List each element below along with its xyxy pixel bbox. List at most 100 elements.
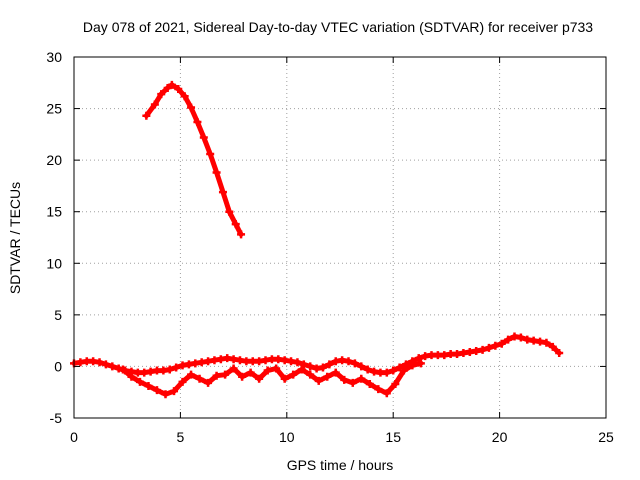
data-point xyxy=(238,372,247,381)
data-point xyxy=(180,92,189,101)
y-axis-label: SDTVAR / TECUs xyxy=(7,182,23,294)
y-tick-label: 30 xyxy=(46,49,62,65)
plot-frame xyxy=(73,56,607,419)
data-point xyxy=(504,335,513,344)
data-point xyxy=(555,349,564,358)
data-point xyxy=(229,364,238,373)
data-point xyxy=(314,376,323,385)
data-point xyxy=(289,370,298,379)
data-point xyxy=(95,358,104,367)
tick-labels: 0 5 10 15 20 25 -5 0 5 10 15 20 25 30 xyxy=(46,49,614,445)
x-tick-label: 15 xyxy=(385,429,401,445)
data-point xyxy=(193,117,202,126)
data-point xyxy=(280,374,289,383)
x-tick-label: 0 xyxy=(70,429,78,445)
data-point xyxy=(144,382,153,391)
data-point xyxy=(118,365,127,374)
data-point xyxy=(374,385,383,394)
data-point xyxy=(542,338,551,347)
data-point xyxy=(497,339,506,348)
data-point xyxy=(325,360,334,369)
data-point xyxy=(127,372,136,381)
data-point xyxy=(399,366,408,375)
data-point xyxy=(231,220,240,229)
y-tick-label: 5 xyxy=(54,307,62,323)
data-point xyxy=(212,371,221,380)
data-point xyxy=(225,207,234,216)
data-point xyxy=(389,366,398,375)
data-point xyxy=(170,387,179,396)
x-tick-label: 10 xyxy=(279,429,295,445)
data-point xyxy=(142,111,151,120)
data-point xyxy=(306,370,315,379)
data-point xyxy=(187,370,196,379)
data-point xyxy=(344,357,353,366)
data-point xyxy=(416,359,425,368)
data-point xyxy=(163,83,172,92)
data-point xyxy=(204,378,213,387)
data-point xyxy=(206,149,215,158)
series-trace xyxy=(143,82,244,237)
data-point xyxy=(484,343,493,352)
x-tick-label: 20 xyxy=(492,429,508,445)
data-point xyxy=(152,386,161,395)
y-tick-label: 0 xyxy=(54,358,62,374)
data-point xyxy=(172,363,181,372)
data-point xyxy=(135,377,144,386)
data-point xyxy=(178,377,187,386)
data-point xyxy=(157,90,166,99)
data-point xyxy=(108,362,117,371)
data-point xyxy=(212,168,221,177)
chart-title: Day 078 of 2021, Sidereal Day-to-day VTE… xyxy=(83,19,593,35)
data-point xyxy=(199,133,208,142)
data-point xyxy=(293,358,302,367)
data-point xyxy=(263,366,272,375)
data-point xyxy=(237,230,246,239)
y-tick-label: 25 xyxy=(46,101,62,117)
axes-frame xyxy=(73,56,607,419)
data-point xyxy=(318,363,327,372)
data-point xyxy=(414,354,423,363)
y-tick-label: 10 xyxy=(46,255,62,271)
data-point xyxy=(195,374,204,383)
y-tick-label: 20 xyxy=(46,152,62,168)
data-point xyxy=(382,368,391,377)
data-point xyxy=(548,342,557,351)
data-point xyxy=(101,360,110,369)
data-point xyxy=(161,390,170,399)
data-point xyxy=(299,360,308,369)
data-point xyxy=(478,345,487,354)
data-point xyxy=(365,379,374,388)
data-point xyxy=(221,370,230,379)
y-tick-label: -5 xyxy=(50,410,63,426)
data-point xyxy=(272,364,281,373)
data-point xyxy=(246,368,255,377)
series-high-arc xyxy=(142,80,246,239)
data-point xyxy=(395,363,404,372)
x-axis-label: GPS time / hours xyxy=(287,457,394,473)
series-low-trace xyxy=(70,332,564,377)
x-tick-label: 5 xyxy=(177,429,185,445)
data-point xyxy=(382,389,391,398)
data-point xyxy=(306,362,315,371)
data-point xyxy=(167,80,176,89)
data-point xyxy=(174,84,183,93)
data-point xyxy=(187,103,196,112)
y-tick-label: 15 xyxy=(46,204,62,220)
data-point xyxy=(348,378,357,387)
data-point xyxy=(357,374,366,383)
data-point xyxy=(323,372,332,381)
series-low-dips xyxy=(118,359,425,399)
data-point xyxy=(363,365,372,374)
data-series xyxy=(70,80,564,399)
data-point xyxy=(391,379,400,388)
data-point xyxy=(357,362,366,371)
data-point xyxy=(218,188,227,197)
data-point xyxy=(491,341,500,350)
data-point xyxy=(297,365,306,374)
data-point xyxy=(350,359,359,368)
data-point xyxy=(331,368,340,377)
x-tick-label: 25 xyxy=(598,429,614,445)
data-point xyxy=(516,333,525,342)
